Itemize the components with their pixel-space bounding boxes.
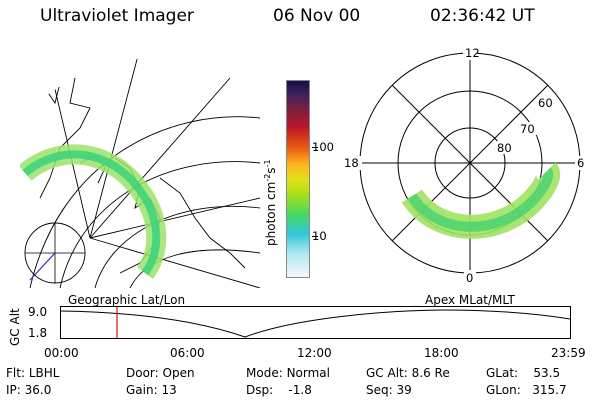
time-tick-0000: 00:00 [44,346,79,360]
color-scale-bar [286,80,310,278]
time-tick-0600: 06:00 [170,346,205,360]
colorbar-tick-mark [312,147,318,148]
info-door: Door: Open [126,366,195,380]
info-glat: GLat: 53.5 [486,366,561,380]
time-tick-1800: 18:00 [424,346,459,360]
alt-tick-1-8: 1.8 [28,326,48,340]
lat-label-70: 70 [520,122,535,136]
colorbar-tick-mark [312,236,318,237]
geographic-map [20,56,260,288]
mlt-label-0: 0 [466,271,474,285]
info-gc-alt: GC Alt: 8.6 Re [366,366,450,380]
time-tick-2359: 23:59 [551,346,586,360]
info-gain: Gain: 13 [126,383,177,397]
lat-label-80: 80 [497,141,512,155]
info-flt: Flt: LBHL [6,366,60,380]
info-mode: Mode: Normal [246,366,330,380]
info-dsp: Dsp: -1.8 [246,383,312,397]
colorbar-tick-100: 100 [312,140,334,154]
time-label: 02:36:42 UT [430,6,535,26]
info-seq: Seq: 39 [366,383,412,397]
geographic-label: Geographic Lat/Lon [68,293,186,307]
mlt-label-6: 6 [577,156,585,170]
gc-alt-axis-label: GC Alt [8,308,22,346]
altitude-plot [60,306,571,339]
info-ip: IP: 36.0 [6,383,52,397]
colorbar-label: photon cm-2s-1 [263,159,278,246]
polar-mlt-plot [342,46,589,283]
mlt-label-12: 12 [465,46,480,60]
lat-label-60: 60 [538,96,553,110]
apex-label: Apex MLat/MLT [425,293,515,307]
time-tick-1200: 12:00 [297,346,332,360]
alt-tick-9: 9.0 [28,305,48,319]
info-glon: GLon: 315.7 [486,383,567,397]
mlt-label-18: 18 [344,156,359,170]
colorbar-tick-10: 10 [312,229,327,243]
instrument-title: Ultraviolet Imager [40,6,194,26]
date-label: 06 Nov 00 [273,6,361,26]
